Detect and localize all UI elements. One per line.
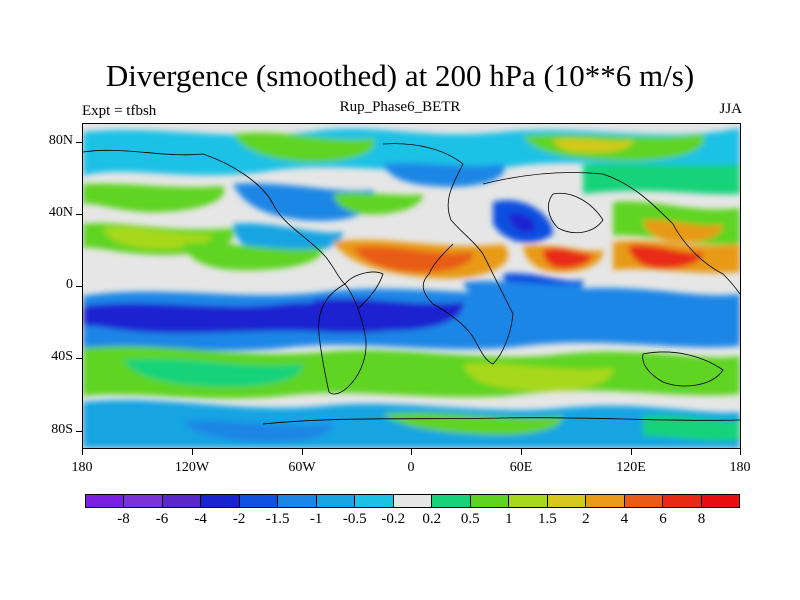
x-tick [411,449,412,455]
y-label-40s: 40S [51,349,73,364]
colorbar-label: 6 [659,511,667,527]
colorbar-label: 1.5 [537,511,557,527]
y-tick [76,431,82,432]
colorbar-box [393,495,433,507]
colorbar-label: 2 [582,511,590,527]
x-tick [302,449,303,455]
colorbar-label: 0.5 [460,511,480,527]
colorbar-box [624,495,664,507]
colorbar-box [316,495,356,507]
x-label-180e: 180 [729,460,751,475]
colorbar-label: -0.2 [381,511,406,527]
y-label-40n: 40N [48,205,73,220]
divergence-fill [83,128,740,448]
colorbar-label: -6 [155,511,169,527]
run-label: Rup_Phase6_BETR [339,99,461,115]
colorbar-box [663,495,702,507]
experiment-label: Expt = tfbsh [82,103,157,119]
colorbar-box [470,495,510,507]
colorbar-label: -1 [309,511,323,527]
x-tick [82,449,83,455]
colorbar-box [355,495,394,507]
colorbar-box [509,495,548,507]
x-label-120w: 120W [174,460,210,475]
y-label-0: 0 [66,277,73,292]
y-tick [76,142,82,143]
colorbar-label: -2 [232,511,246,527]
colorbar-box [162,495,202,507]
colorbar-box [86,495,125,507]
x-label-60w: 60W [288,460,316,475]
colorbar-label: -0.5 [342,511,367,527]
x-tick [192,449,193,455]
x-label-60e: 60E [509,460,533,475]
colorbar-box [201,495,240,507]
colorbar-box [586,495,625,507]
x-tick [521,449,522,455]
colorbar [85,494,740,508]
colorbar-label: -4 [194,511,207,527]
colorbar-box [278,495,317,507]
colorbar-box [701,495,739,507]
y-label-80s: 80S [51,422,73,437]
season-label: JJA [719,101,742,117]
coastlines [83,143,740,425]
colorbar-label: 8 [697,511,706,527]
colorbar-box [124,495,163,507]
y-tick [76,358,82,359]
colorbar-box [547,495,587,507]
colorbar-label: 1 [505,511,513,527]
plot-title: Divergence (smoothed) at 200 hPa (10**6 … [105,58,695,93]
divergence-map [82,123,741,449]
colorbar-label: -1.5 [265,511,290,527]
colorbar-label: 4 [620,511,629,527]
x-tick [631,449,632,455]
x-label-180w: 180 [71,460,93,475]
y-tick [76,214,82,215]
y-tick [76,286,82,287]
colorbar-box [432,495,471,507]
map-canvas [83,124,740,448]
colorbar-label: 0.2 [422,511,442,527]
x-label-120e: 120E [616,460,646,475]
colorbar-box [239,495,279,507]
x-tick [740,449,741,455]
y-label-80n: 80N [48,133,73,148]
x-label-0: 0 [407,460,415,475]
colorbar-label: -8 [117,511,130,527]
